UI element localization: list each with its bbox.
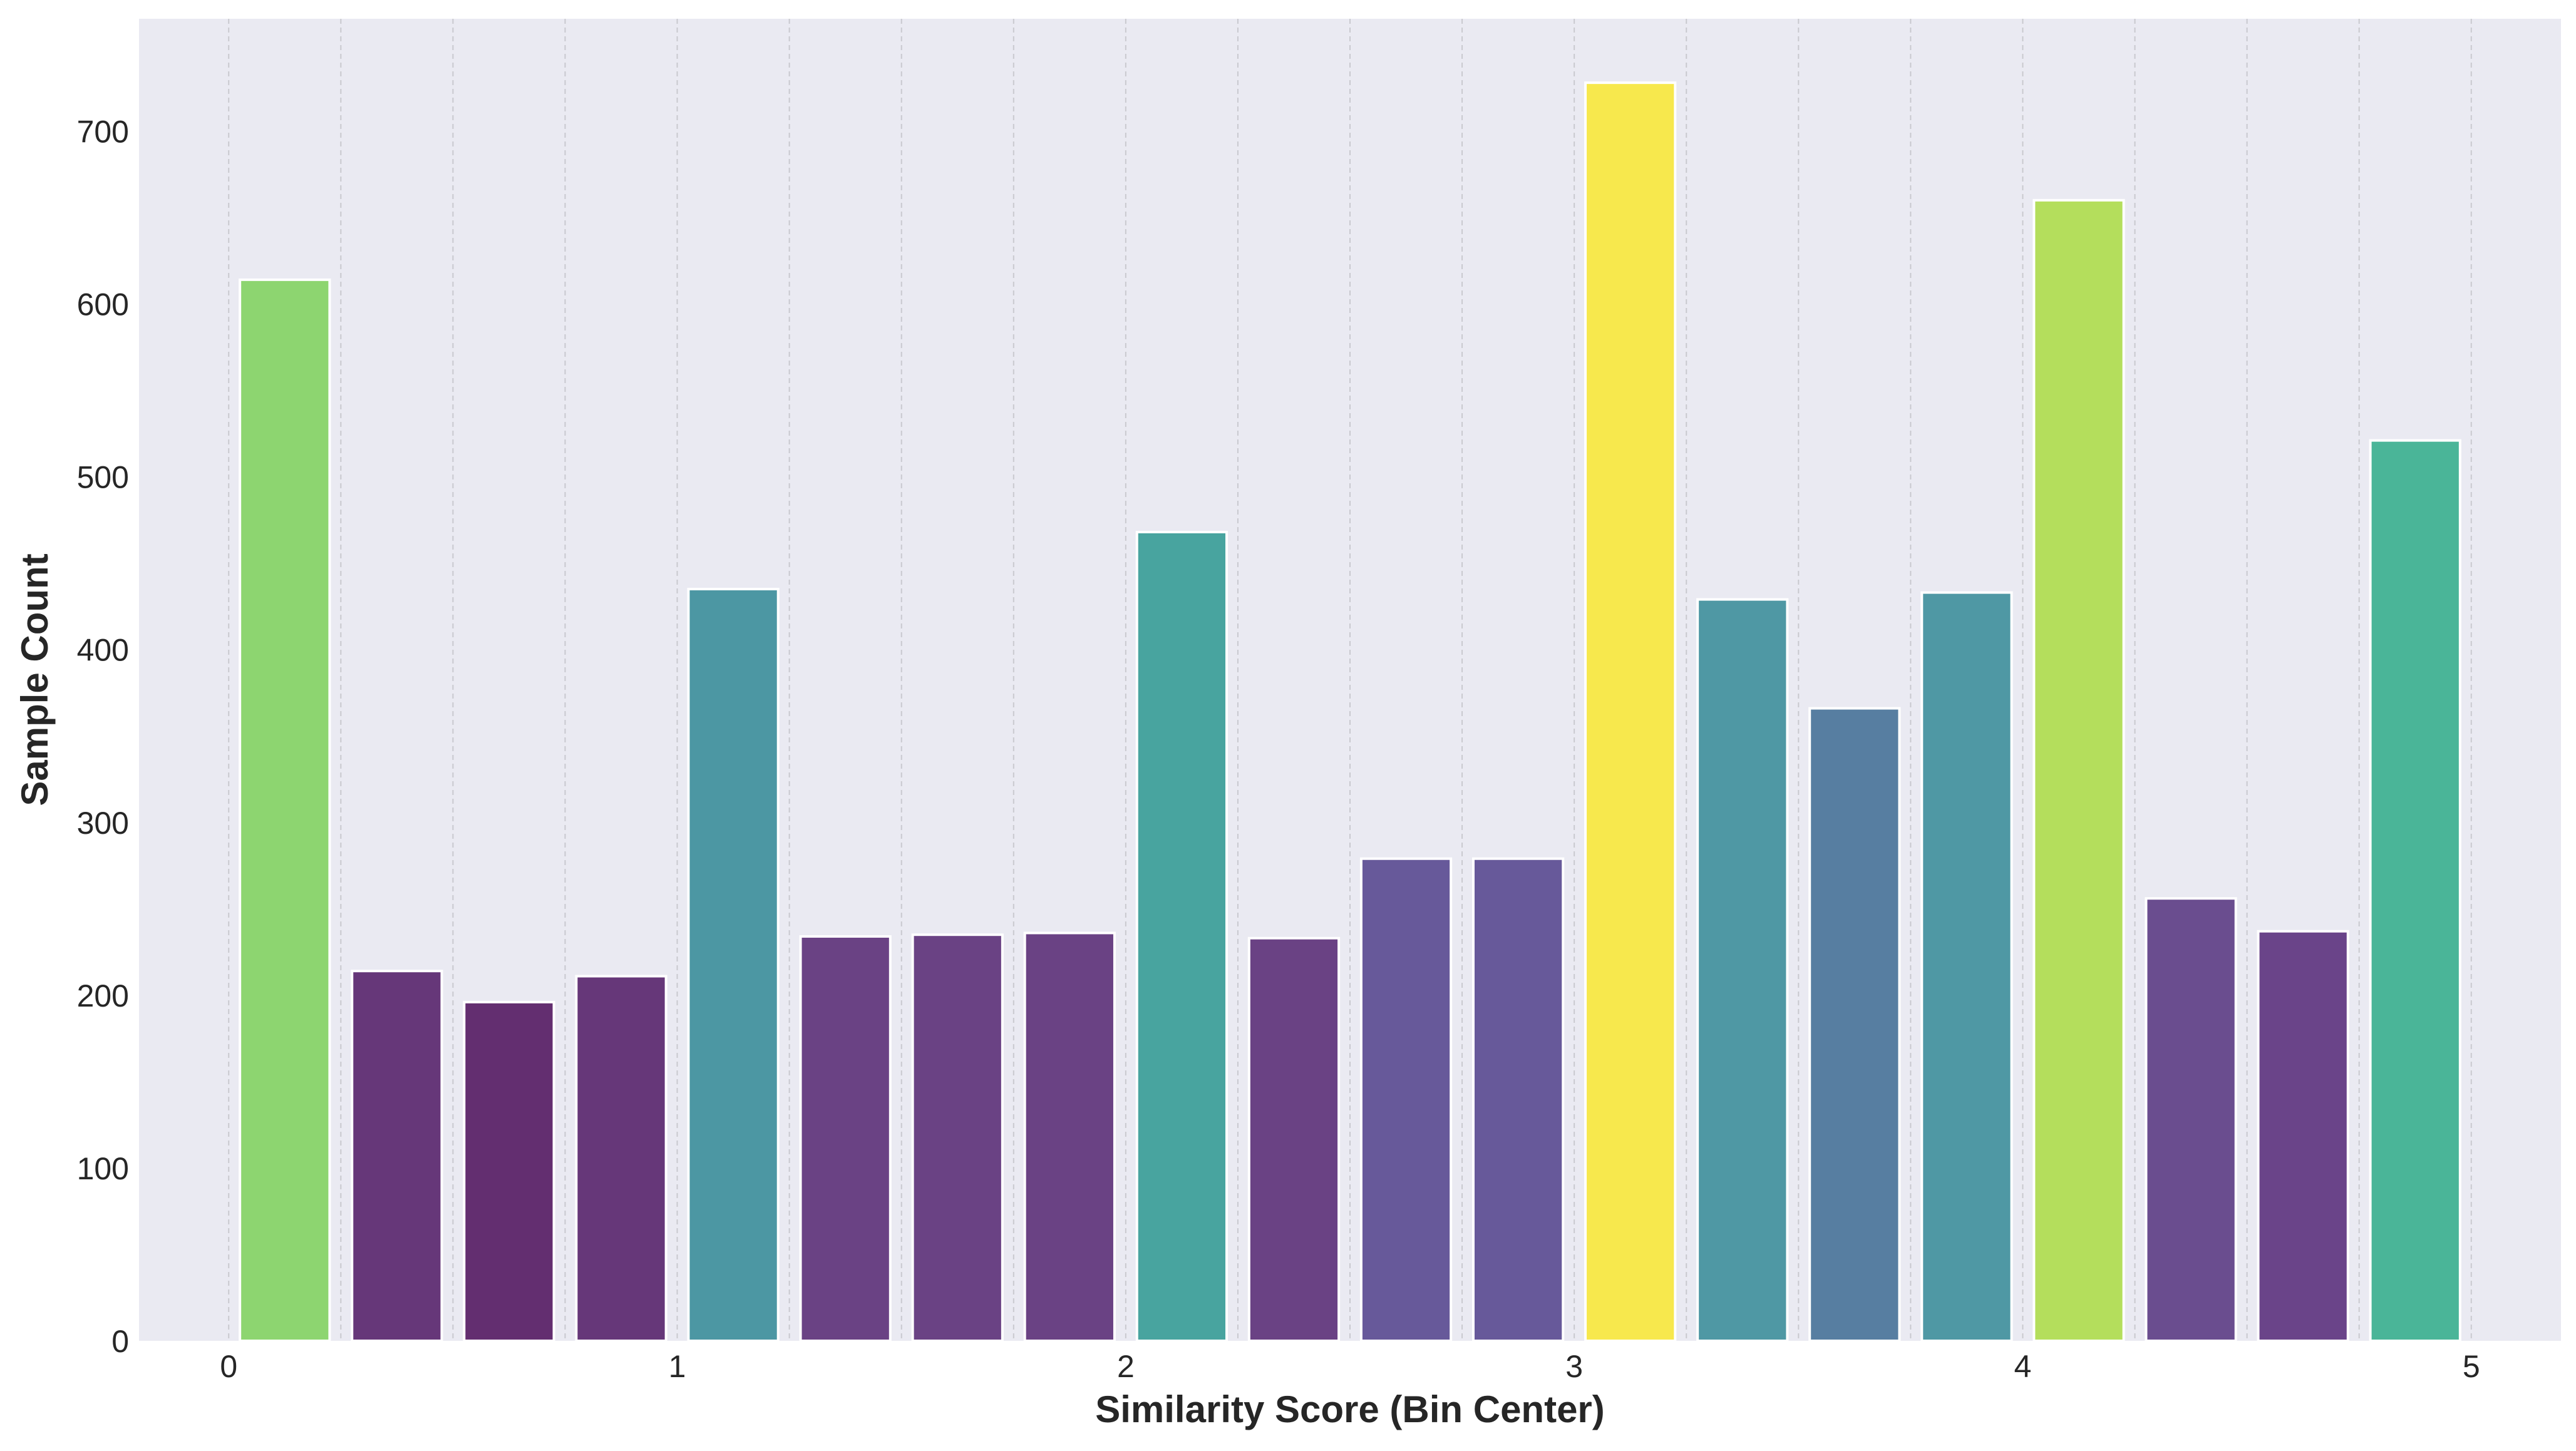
bar-19 (2369, 439, 2461, 1342)
bar-12 (1584, 81, 1677, 1342)
x-tick-label-3: 3 (1565, 1349, 1583, 1384)
bar-3 (575, 975, 667, 1342)
bar-1 (351, 970, 443, 1342)
y-tick-label-500: 500 (77, 460, 129, 495)
bar-9 (1247, 936, 1341, 1343)
y-tick-label-600: 600 (77, 287, 129, 322)
x-tick-label-1: 1 (669, 1349, 686, 1384)
y-tick-label-300: 300 (77, 806, 129, 841)
bars (239, 81, 2461, 1343)
x-tick-label-4: 4 (2014, 1349, 2032, 1384)
y-tick-label-200: 200 (77, 978, 129, 1013)
y-axis-label: Sample Count (14, 553, 56, 806)
x-tick-label-0: 0 (220, 1349, 237, 1384)
grid-lines (228, 19, 2472, 1341)
bar-16 (2032, 198, 2125, 1343)
x-tick-label-2: 2 (1117, 1349, 1135, 1384)
x-tick-labels: 0 1 2 3 4 5 (220, 1349, 2480, 1384)
bar-14 (1808, 707, 1901, 1343)
y-tick-labels: 0 100 200 300 400 500 600 700 (77, 114, 129, 1359)
y-tick-label-100: 100 (77, 1151, 129, 1186)
bar-17 (2145, 897, 2237, 1343)
y-tick-label-0: 0 (111, 1324, 129, 1359)
bar-7 (1023, 931, 1116, 1343)
bar-11 (1471, 857, 1565, 1343)
bar-18 (2257, 930, 2349, 1342)
x-tick-label-5: 5 (2463, 1349, 2480, 1384)
bar-6 (911, 933, 1004, 1342)
bar-10 (1359, 857, 1453, 1343)
bar-0 (239, 278, 331, 1342)
bar-4 (687, 588, 780, 1342)
bar-13 (1696, 598, 1789, 1342)
y-tick-label-700: 700 (77, 114, 129, 149)
bar-5 (799, 935, 892, 1342)
x-axis-label: Similarity Score (Bin Center) (1095, 1388, 1605, 1430)
bar-2 (463, 1000, 555, 1342)
bar-15 (1920, 591, 2013, 1342)
y-tick-label-400: 400 (77, 633, 129, 668)
bar-8 (1135, 530, 1229, 1343)
